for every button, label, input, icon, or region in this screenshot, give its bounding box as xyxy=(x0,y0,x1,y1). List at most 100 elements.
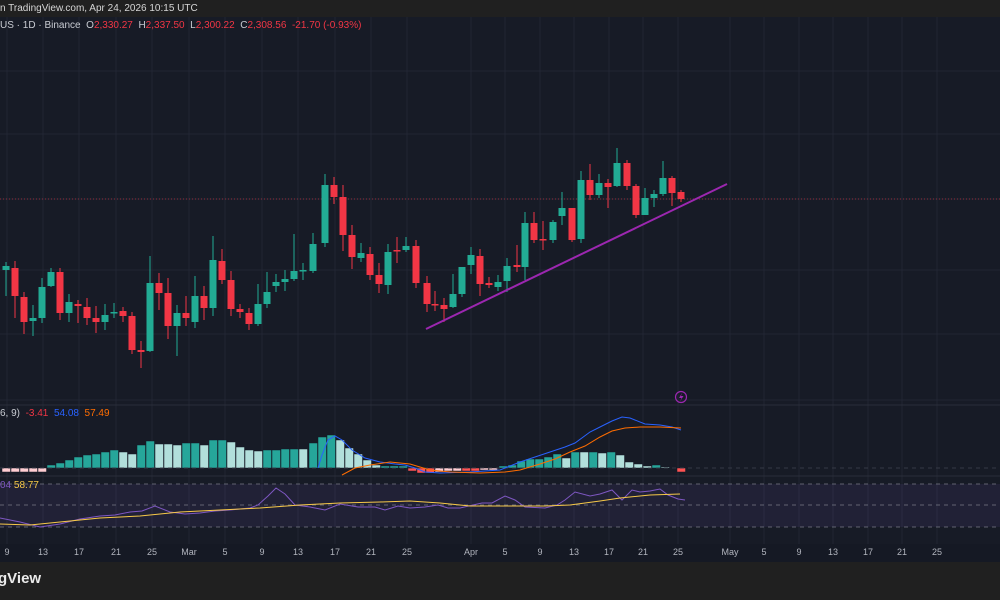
candle-body xyxy=(74,304,82,306)
macd-histogram-bar xyxy=(624,461,634,469)
candle-body xyxy=(191,296,199,322)
candle-body xyxy=(476,256,484,284)
candle-body xyxy=(309,244,317,271)
candle-body xyxy=(668,178,676,193)
candle-body xyxy=(458,267,466,294)
macd-histogram-bar xyxy=(127,453,137,469)
macd-histogram-bar xyxy=(199,444,209,469)
macd-histogram-bar xyxy=(73,456,83,469)
close-value: 2,308.56 xyxy=(247,20,287,31)
macd-params: 6, 9) xyxy=(0,408,21,419)
time-axis-label: 13 xyxy=(292,547,304,557)
change-value: -21.70 (-0.93%) xyxy=(291,20,362,31)
candle-body xyxy=(227,280,235,309)
macd-histogram-bar xyxy=(561,457,571,469)
macd-histogram-bar xyxy=(579,451,589,469)
time-axis-label: 25 xyxy=(931,547,943,557)
macd-histogram-bar xyxy=(606,451,616,469)
macd-histogram-bar xyxy=(344,447,354,469)
rsi-line xyxy=(0,487,686,528)
macd-histogram-bar xyxy=(244,449,254,469)
macd-histogram-bar xyxy=(676,467,686,473)
candle-body xyxy=(245,313,253,324)
macd-histogram-bar xyxy=(407,467,417,472)
candle-body xyxy=(47,272,55,286)
time-axis[interactable]: 9 13 17 21 25 Mar 5 9 13 17 21 25 Apr 5 9 13 17 21 25 May 5 9… xyxy=(0,544,1000,562)
candle-body xyxy=(65,302,73,313)
macd-histogram-bar xyxy=(298,448,308,469)
time-axis-label: 13 xyxy=(568,547,580,557)
macd-histogram-bar xyxy=(271,449,281,469)
candle-body xyxy=(357,253,365,258)
tradingview-logo-text: gView xyxy=(0,570,42,587)
candle-body xyxy=(321,185,329,243)
candle-body xyxy=(56,272,64,313)
macd-histogram-bar xyxy=(28,467,38,473)
candle-body xyxy=(632,186,640,215)
macd-histogram-bar xyxy=(308,442,318,469)
candle-body xyxy=(568,208,576,240)
rsi-value: 04 xyxy=(0,480,12,491)
time-axis-label: 17 xyxy=(603,547,615,557)
candle-body xyxy=(677,192,685,199)
time-axis-label: May xyxy=(721,547,739,557)
candle-body xyxy=(513,265,521,267)
candle-body xyxy=(164,293,172,326)
candle-body xyxy=(83,307,91,318)
macd-histogram-bar xyxy=(181,442,191,469)
candle-body xyxy=(209,260,217,308)
candle-body xyxy=(348,235,356,257)
candle-body xyxy=(11,268,19,296)
candle-body xyxy=(339,197,347,235)
macd-histogram-bar xyxy=(1,467,11,473)
time-axis-label: 17 xyxy=(73,547,85,557)
low-label: L xyxy=(190,20,196,31)
candle-body xyxy=(155,283,163,293)
candle-body xyxy=(281,279,289,282)
macd-histogram-bar xyxy=(615,454,625,469)
time-axis-label: 21 xyxy=(637,547,649,557)
macd-signal-line xyxy=(341,426,682,476)
candle-body xyxy=(254,304,262,324)
macd-histogram-bar xyxy=(362,459,372,469)
candle-body xyxy=(423,283,431,304)
macd-histogram-bar xyxy=(217,439,227,469)
candle-body xyxy=(521,223,529,267)
lightning-icon xyxy=(674,390,688,404)
macd-histogram-bar xyxy=(118,451,128,469)
symbol-name: US · 1D · Binance xyxy=(0,20,81,31)
macd-histogram-bar xyxy=(226,441,236,469)
candle-body xyxy=(263,292,271,304)
footer-bar: gView xyxy=(0,562,1000,600)
candle-body xyxy=(623,163,631,186)
macd-histogram-bar xyxy=(479,467,489,471)
macd-histogram-bar xyxy=(55,462,65,469)
macd-histogram-bar xyxy=(633,463,643,469)
macd-histogram-bar xyxy=(145,440,155,469)
macd-histogram-bar xyxy=(37,467,47,473)
candle-body xyxy=(330,185,338,197)
candle-body xyxy=(530,223,538,240)
time-axis-label: 25 xyxy=(401,547,413,557)
macd-histogram-bar xyxy=(570,451,580,469)
candle-body xyxy=(595,183,603,195)
time-axis-label: 25 xyxy=(146,547,158,557)
macd-histogram-bar xyxy=(289,448,299,469)
candle-body xyxy=(577,180,585,239)
candle-body xyxy=(402,246,410,250)
macd-histogram-bar xyxy=(262,449,272,469)
chart-area[interactable] xyxy=(0,17,1000,544)
candle-body xyxy=(20,297,28,322)
candle-body xyxy=(431,304,439,306)
macd-histogram-bar xyxy=(19,467,29,473)
candle-body xyxy=(440,305,448,309)
rsi-legend: 04 58.77 xyxy=(0,480,39,491)
price-chart[interactable] xyxy=(0,17,1000,544)
candle-body xyxy=(236,309,244,312)
candle-body xyxy=(375,275,383,284)
time-axis-label: 9 xyxy=(537,547,543,557)
time-axis-label: 9 xyxy=(4,547,10,557)
candle-body xyxy=(659,178,667,194)
open-label: O xyxy=(86,20,94,31)
macd-legend: 6, 9) -3.41 54.08 57.49 xyxy=(0,408,110,419)
